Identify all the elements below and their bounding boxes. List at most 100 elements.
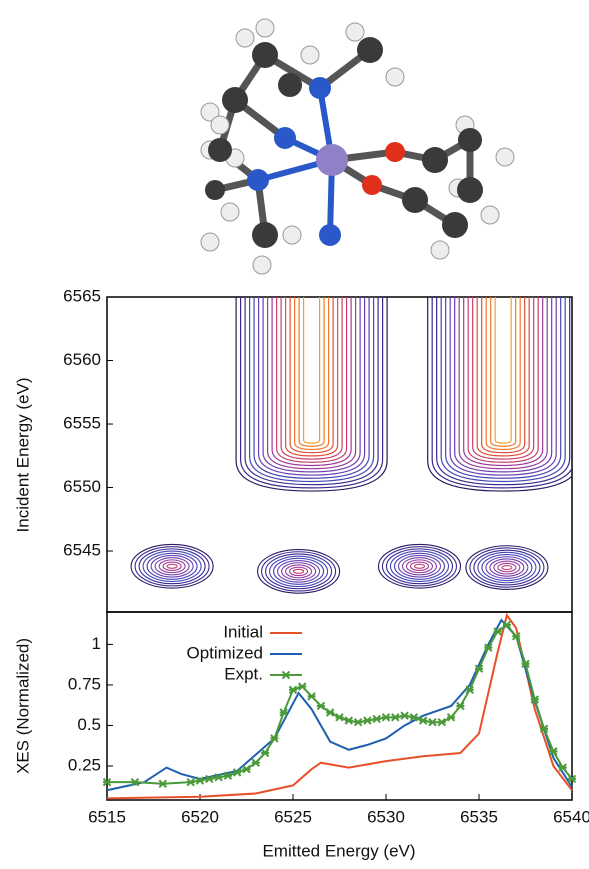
contour-ridge (436, 297, 571, 486)
contour-ridge (267, 297, 357, 470)
contour-peak (269, 555, 329, 588)
marker (418, 716, 428, 725)
contour-ridge (449, 297, 557, 476)
marker (158, 779, 168, 789)
y-tick-label: 6545 (63, 541, 101, 560)
x-tick-label: 6535 (460, 807, 498, 826)
contour-ridge (285, 297, 339, 457)
series-line (106, 612, 573, 800)
marker (381, 713, 391, 722)
contour-peak (389, 550, 450, 583)
contour-peak (501, 564, 513, 571)
contour-peak (285, 564, 313, 579)
marker (372, 714, 381, 724)
contour-ridge (458, 297, 548, 470)
marker (270, 734, 279, 743)
contour-peak (134, 546, 210, 587)
y-tick-label: 6550 (63, 477, 101, 496)
marker (428, 717, 437, 727)
marker (446, 713, 456, 722)
contour-peak (481, 553, 533, 582)
marker (307, 692, 316, 701)
marker (344, 716, 354, 725)
contour-peak (257, 549, 341, 594)
contour-peak (281, 562, 317, 581)
marker (465, 685, 474, 695)
marker (539, 724, 549, 733)
contour-peak (465, 545, 549, 590)
contour-ridge (454, 297, 553, 473)
marker (391, 713, 400, 722)
series-line (106, 618, 573, 792)
contour-y-label: Incident Energy (eV) (13, 378, 32, 533)
contour-ridge (253, 297, 370, 479)
y-tick-label: 6560 (63, 350, 101, 369)
contour-peak (265, 553, 333, 590)
y-tick-label: 0.5 (77, 715, 101, 734)
contour-ridge (445, 297, 562, 479)
contour-ridge (235, 297, 388, 492)
contour-peak (154, 557, 190, 576)
contour-peak (130, 543, 214, 589)
marker (288, 685, 298, 695)
marker (205, 774, 214, 784)
legend-label: Expt. (224, 664, 263, 683)
contour-peak (385, 548, 454, 585)
contour-peak (405, 559, 434, 574)
marker (567, 774, 577, 784)
contour-ridge (481, 297, 526, 454)
x-tick-label: 6530 (367, 807, 405, 826)
xes-frame (106, 611, 573, 801)
y-tick-label: 6555 (63, 414, 101, 433)
marker (102, 777, 112, 787)
marker (195, 776, 205, 785)
contour-ridge (298, 297, 325, 447)
contour-peak (409, 561, 430, 572)
contour-ridge (303, 297, 321, 444)
contour-peak (277, 560, 321, 583)
contour-ridge (280, 297, 343, 460)
contour-peak (162, 561, 182, 572)
contour-ridge (289, 297, 334, 454)
marker (484, 643, 493, 652)
y-tick-label: 0.75 (68, 674, 101, 693)
contour-peak (289, 566, 309, 577)
contour-peak (489, 558, 525, 577)
x-label: Emitted Energy (eV) (262, 841, 415, 860)
contour-ridge (427, 297, 572, 492)
legend-label: Optimized (186, 643, 263, 662)
contour-peak (493, 560, 521, 575)
contour-ridge (244, 297, 379, 486)
marker (549, 747, 558, 756)
contour-peak (401, 557, 438, 576)
y-tick-label: 0.25 (68, 755, 101, 774)
contour-ridge (271, 297, 352, 467)
contour-peak (273, 557, 325, 585)
contour-peak (377, 543, 462, 589)
molecule (200, 18, 515, 275)
contour-peak (158, 559, 186, 574)
contour-peak (293, 568, 305, 574)
marker (232, 768, 242, 777)
contour-peak (150, 554, 194, 578)
marker (325, 708, 335, 717)
marker (493, 627, 502, 636)
marker (251, 758, 261, 767)
marker (521, 659, 530, 669)
x-tick-label: 6515 (88, 807, 126, 826)
marker (298, 682, 307, 691)
marker (409, 713, 419, 722)
contour-peak (166, 563, 178, 569)
marker (474, 664, 484, 673)
contour-ridge (249, 297, 375, 483)
x-tick-label: 6540 (553, 807, 589, 826)
contour-peak (146, 552, 198, 580)
series-line (107, 623, 573, 785)
contour-ridge (262, 297, 361, 473)
contour-ridge (476, 297, 530, 457)
x-tick-label: 6520 (181, 807, 219, 826)
contour-peak (381, 546, 458, 587)
contour-ridge (431, 297, 572, 489)
marker (223, 771, 233, 780)
